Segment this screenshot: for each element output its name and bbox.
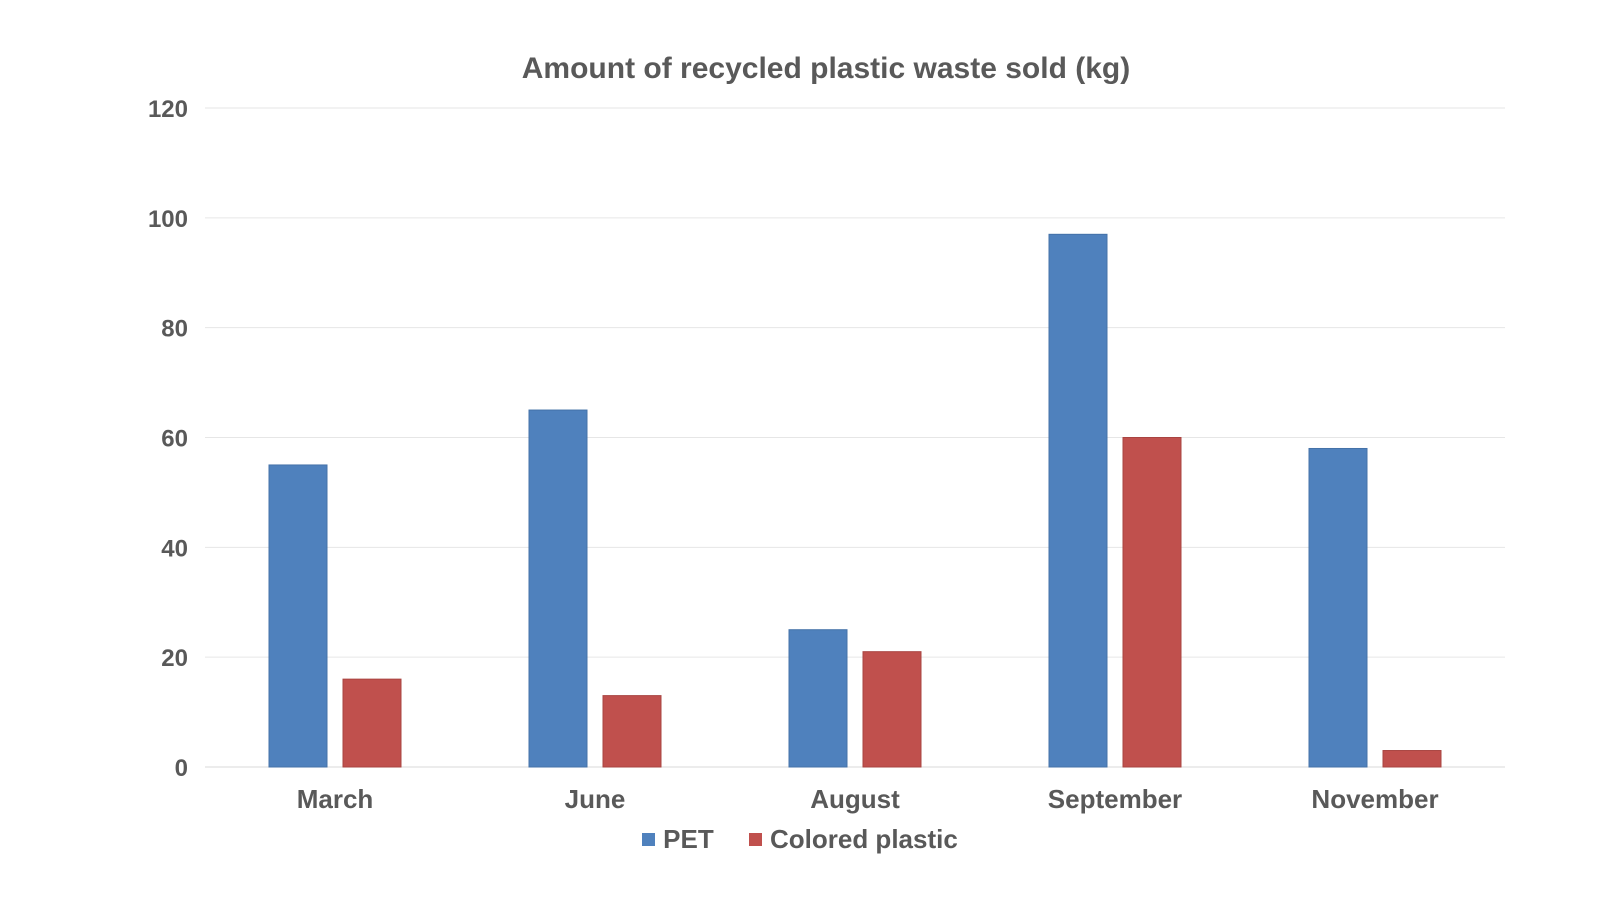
legend-swatch-pet bbox=[642, 833, 656, 846]
x-tick-label: June bbox=[565, 784, 626, 814]
x-tick-label: August bbox=[810, 784, 900, 814]
y-tick-label: 40 bbox=[161, 535, 188, 562]
y-tick-label: 100 bbox=[148, 206, 188, 233]
y-tick-label: 20 bbox=[161, 645, 188, 672]
legend-item-colored-plastic[interactable]: Colored plastic bbox=[748, 824, 958, 855]
legend-label-pet: PET bbox=[663, 824, 714, 854]
bar-colored-plastic-march bbox=[342, 678, 402, 768]
legend-swatch-colored-plastic bbox=[748, 833, 762, 846]
x-tick-label: March bbox=[297, 784, 374, 814]
y-tick-label: 0 bbox=[175, 755, 188, 782]
x-tick-label: November bbox=[1311, 784, 1438, 814]
legend-label-colored-plastic: Colored plastic bbox=[769, 824, 958, 854]
bar-pet-september bbox=[1048, 233, 1108, 768]
x-axis-ticks: March June August September November bbox=[297, 784, 1439, 814]
legend: PET Colored plastic bbox=[0, 822, 1600, 855]
y-tick-label: 80 bbox=[161, 316, 188, 343]
bar-pet-june bbox=[528, 409, 588, 768]
bar-colored-plastic-august bbox=[862, 651, 922, 768]
x-tick-label: September bbox=[1048, 784, 1182, 814]
bar-colored-plastic-november bbox=[1382, 750, 1442, 768]
y-axis-ticks: 0 20 40 60 80 100 120 bbox=[148, 96, 188, 782]
bar-pet-march bbox=[268, 464, 328, 768]
bar-colored-plastic-september bbox=[1122, 437, 1182, 768]
chart-title: Amount of recycled plastic waste sold (k… bbox=[522, 52, 1130, 85]
bar-colored-plastic-june bbox=[602, 695, 662, 768]
bar-pet-november bbox=[1308, 447, 1368, 768]
gridlines bbox=[205, 107, 1505, 768]
y-tick-label: 60 bbox=[161, 426, 188, 453]
y-tick-label: 120 bbox=[148, 96, 188, 123]
bars bbox=[268, 233, 1442, 768]
bar-pet-august bbox=[788, 629, 848, 768]
legend-item-pet[interactable]: PET bbox=[642, 824, 714, 855]
